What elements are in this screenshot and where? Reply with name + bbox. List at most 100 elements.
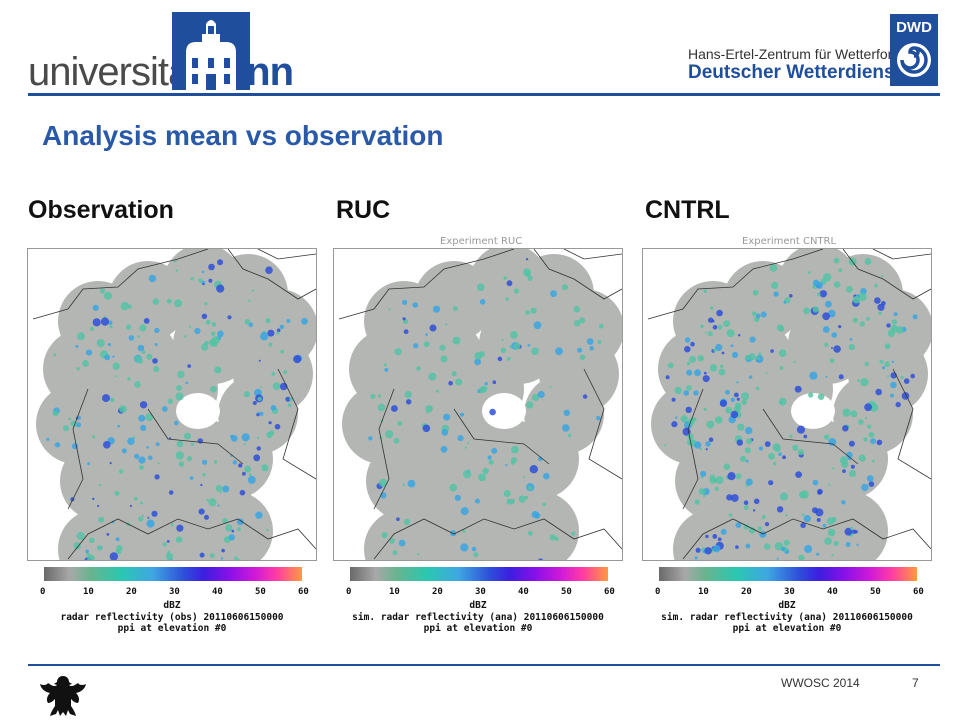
radar-echo	[816, 552, 820, 556]
radar-echo	[117, 424, 121, 428]
colorbar-tick-label: 30	[784, 587, 795, 597]
radar-echo	[744, 447, 751, 454]
radar-echo	[239, 489, 246, 496]
radar-echo	[858, 419, 864, 425]
radar-echo	[728, 513, 733, 517]
radar-echo	[137, 344, 145, 352]
radar-echo	[856, 543, 859, 546]
radar-echo	[824, 342, 829, 347]
radar-echo	[214, 366, 222, 374]
radar-echo	[755, 313, 761, 319]
radar-echo	[715, 488, 718, 491]
dwd-name: Deutscher Wetterdienst	[688, 62, 901, 83]
radar-echo	[368, 436, 373, 441]
radar-echo	[825, 300, 832, 308]
radar-echo	[776, 557, 779, 560]
page-title: Analysis mean vs observation	[42, 120, 444, 151]
radar-echo	[705, 441, 711, 447]
radar-echo	[279, 324, 285, 330]
radar-echo	[692, 417, 697, 421]
radar-echo	[479, 299, 486, 305]
radar-echo	[550, 290, 557, 298]
radar-echo	[206, 498, 209, 502]
radar-echo	[100, 317, 110, 326]
radar-echo	[460, 412, 464, 417]
radar-echo	[822, 523, 827, 528]
radar-echo	[98, 483, 102, 487]
radar-echo	[734, 392, 739, 398]
radar-echo	[794, 385, 802, 393]
radar-echo	[527, 275, 533, 281]
country-border	[682, 388, 704, 510]
country-border	[373, 518, 622, 560]
radar-echo	[109, 462, 112, 465]
radar-echo	[667, 362, 674, 369]
radar-echo	[398, 539, 406, 547]
radar-echo	[259, 386, 262, 389]
radar-echo	[736, 397, 740, 401]
radar-echo	[243, 443, 246, 446]
radar-echo	[228, 534, 235, 541]
colorbar-tick-label: 20	[741, 587, 752, 597]
radar-echo	[702, 375, 710, 383]
radar-echo	[510, 331, 518, 339]
colorbar-tick-label: 30	[169, 587, 180, 597]
radar-echo	[780, 546, 786, 552]
colorbar-ticks-ruc: 0 10 20 30 40 50 60	[346, 587, 615, 599]
radar-echo	[141, 350, 146, 355]
radar-echo	[377, 403, 386, 412]
radar-echo	[689, 355, 697, 363]
radar-echo	[703, 289, 707, 293]
radar-echo	[529, 465, 538, 474]
radar-echo	[429, 324, 437, 332]
radar-echo	[63, 425, 70, 432]
radar-echo	[882, 366, 886, 370]
radar-echo	[537, 390, 545, 399]
radar-echo	[208, 498, 217, 507]
radar-echo	[745, 543, 751, 549]
radar-echo	[423, 341, 430, 348]
radar-echo	[725, 389, 730, 395]
radar-echo	[579, 317, 586, 324]
radar-echo	[211, 331, 216, 336]
radar-echo	[864, 403, 872, 412]
radar-echo	[137, 335, 140, 338]
radar-echo	[762, 514, 766, 519]
radar-echo	[704, 547, 712, 555]
radar-echo	[393, 437, 400, 444]
radar-echo	[812, 479, 819, 486]
radar-echo	[140, 501, 144, 505]
radar-echo	[127, 304, 132, 309]
country-border	[872, 249, 931, 260]
radar-echo	[134, 453, 140, 459]
radar-echo	[878, 311, 882, 316]
radar-echo	[46, 437, 50, 441]
radar-echo	[489, 408, 496, 416]
caption-line1: sim. radar reflectivity (ana) 2011060615…	[661, 611, 913, 623]
radar-echo	[198, 278, 203, 283]
radar-echo	[397, 421, 403, 426]
radar-echo	[148, 455, 153, 461]
radar-echo	[268, 342, 273, 347]
radar-echo	[774, 446, 781, 452]
radar-echo	[104, 291, 112, 300]
radar-echo	[388, 308, 391, 311]
radar-echo	[822, 326, 830, 333]
radar-echo	[574, 320, 581, 327]
radar-echo	[265, 266, 273, 274]
radar-echo	[562, 424, 570, 432]
radar-echo	[132, 436, 136, 439]
radar-echo	[845, 542, 851, 547]
radar-echo	[735, 473, 742, 480]
radar-echo	[488, 459, 494, 465]
radar-echo	[803, 434, 808, 439]
radar-echo	[712, 534, 718, 539]
radar-echo	[200, 483, 203, 487]
radar-echo	[671, 421, 678, 428]
radar-echo	[586, 338, 594, 345]
radar-echo	[476, 283, 485, 292]
radar-echo	[896, 326, 904, 334]
radar-echo	[255, 511, 263, 519]
radar-echo	[538, 558, 544, 560]
radar-echo	[705, 534, 709, 539]
